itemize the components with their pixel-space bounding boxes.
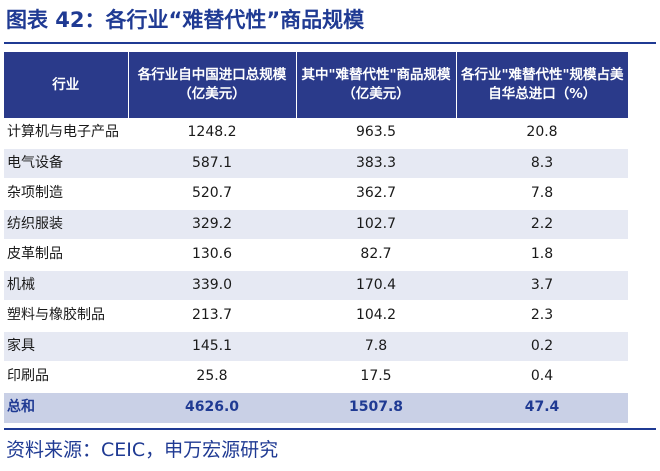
- cell-share: 2.2: [456, 209, 628, 240]
- header-industry: 行业: [4, 52, 129, 118]
- header-hard-to-replace: 其中"难替代性"商品规模（亿美元）: [296, 52, 457, 118]
- figure-title: 图表 42：各行业“难替代性”商品规模: [6, 8, 365, 32]
- cell-total: 329.2: [128, 209, 296, 240]
- cell-hard-sum: 1507.8: [296, 392, 456, 424]
- cell-share: 1.8: [456, 239, 628, 271]
- cell-share: 20.8: [456, 118, 628, 149]
- cell-total: 213.7: [128, 300, 296, 332]
- title-divider: [4, 42, 656, 44]
- cell-hard: 102.7: [296, 209, 456, 240]
- cell-share: 0.2: [456, 331, 628, 362]
- table-row: 机械 339.0 170.4 3.7: [4, 270, 628, 301]
- cell-industry: 印刷品: [4, 361, 128, 393]
- cell-share: 2.3: [456, 300, 628, 332]
- header-total-imports: 各行业自中国进口总规模（亿美元）: [128, 52, 297, 118]
- cell-total: 130.6: [128, 239, 296, 271]
- cell-industry: 皮革制品: [4, 239, 128, 271]
- table-row: 纺织服装 329.2 102.7 2.2: [4, 209, 628, 240]
- cell-total: 520.7: [128, 178, 296, 210]
- cell-hard: 82.7: [296, 239, 456, 271]
- cell-industry: 纺织服装: [4, 209, 128, 240]
- cell-share: 0.4: [456, 361, 628, 393]
- cell-share: 7.8: [456, 178, 628, 210]
- cell-total-label: 总和: [4, 392, 128, 424]
- cell-total: 587.1: [128, 148, 296, 179]
- cell-hard: 963.5: [296, 118, 456, 149]
- table-row: 电气设备 587.1 383.3 8.3: [4, 148, 628, 179]
- cell-total: 339.0: [128, 270, 296, 301]
- cell-industry: 机械: [4, 270, 128, 301]
- header-share: 各行业"难替代性"规模占美自华总进口（%）: [456, 52, 628, 118]
- table-total-row: 总和 4626.0 1507.8 47.4: [4, 392, 628, 424]
- cell-industry: 电气设备: [4, 148, 128, 179]
- table-row: 皮革制品 130.6 82.7 1.8: [4, 239, 628, 271]
- footer-divider: [4, 428, 656, 430]
- cell-total: 145.1: [128, 331, 296, 362]
- cell-hard: 362.7: [296, 178, 456, 210]
- cell-industry: 计算机与电子产品: [4, 118, 128, 149]
- table-row: 塑料与橡胶制品 213.7 104.2 2.3: [4, 300, 628, 332]
- cell-hard: 7.8: [296, 331, 456, 362]
- cell-industry: 杂项制造: [4, 178, 128, 210]
- source-note: 资料来源：CEIC，申万宏源研究: [6, 439, 279, 461]
- cell-hard: 104.2: [296, 300, 456, 332]
- table-row: 计算机与电子产品 1248.2 963.5 20.8: [4, 118, 628, 149]
- table-header-row: 行业 各行业自中国进口总规模（亿美元） 其中"难替代性"商品规模（亿美元） 各行…: [4, 52, 628, 118]
- table-row: 杂项制造 520.7 362.7 7.8: [4, 178, 628, 210]
- cell-hard: 170.4: [296, 270, 456, 301]
- industry-table: 行业 各行业自中国进口总规模（亿美元） 其中"难替代性"商品规模（亿美元） 各行…: [4, 52, 628, 424]
- cell-share-sum: 47.4: [456, 392, 628, 424]
- cell-share: 3.7: [456, 270, 628, 301]
- cell-share: 8.3: [456, 148, 628, 179]
- cell-industry: 塑料与橡胶制品: [4, 300, 128, 332]
- cell-total: 1248.2: [128, 118, 296, 149]
- table-row: 印刷品 25.8 17.5 0.4: [4, 361, 628, 393]
- cell-hard: 383.3: [296, 148, 456, 179]
- table-row: 家具 145.1 7.8 0.2: [4, 331, 628, 362]
- cell-total-imports-sum: 4626.0: [128, 392, 296, 424]
- cell-industry: 家具: [4, 331, 128, 362]
- cell-total: 25.8: [128, 361, 296, 393]
- cell-hard: 17.5: [296, 361, 456, 393]
